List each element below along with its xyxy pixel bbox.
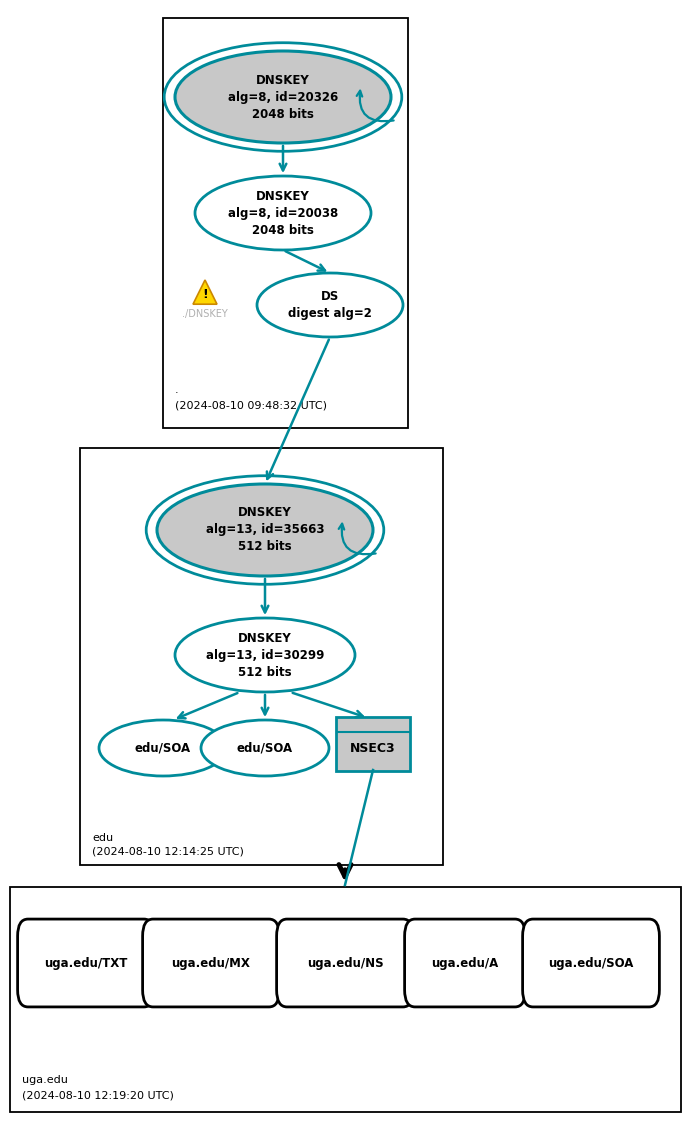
Text: uga.edu/MX: uga.edu/MX: [172, 957, 250, 969]
Text: DNSKEY
alg=8, id=20038
2048 bits: DNSKEY alg=8, id=20038 2048 bits: [228, 190, 338, 237]
FancyBboxPatch shape: [336, 717, 410, 772]
Text: .: .: [175, 385, 179, 395]
Text: (2024-08-10 12:14:25 UTC): (2024-08-10 12:14:25 UTC): [92, 847, 244, 857]
Text: DNSKEY
alg=8, id=20326
2048 bits: DNSKEY alg=8, id=20326 2048 bits: [228, 73, 338, 121]
Ellipse shape: [157, 484, 373, 576]
Polygon shape: [193, 280, 217, 305]
Text: uga.edu/SOA: uga.edu/SOA: [548, 957, 633, 969]
Ellipse shape: [201, 720, 329, 776]
Text: uga.edu: uga.edu: [22, 1075, 68, 1085]
Text: DNSKEY
alg=13, id=30299
512 bits: DNSKEY alg=13, id=30299 512 bits: [206, 632, 324, 679]
FancyBboxPatch shape: [163, 18, 408, 428]
Text: edu/SOA: edu/SOA: [135, 741, 191, 755]
FancyBboxPatch shape: [17, 919, 155, 1007]
Text: DS
digest alg=2: DS digest alg=2: [288, 290, 372, 320]
Text: ./DNSKEY: ./DNSKEY: [182, 309, 228, 318]
FancyBboxPatch shape: [405, 919, 525, 1007]
FancyBboxPatch shape: [523, 919, 660, 1007]
Text: edu/SOA: edu/SOA: [237, 741, 293, 755]
Text: (2024-08-10 09:48:32 UTC): (2024-08-10 09:48:32 UTC): [175, 400, 327, 411]
Ellipse shape: [175, 51, 391, 143]
Text: uga.edu/A: uga.edu/A: [431, 957, 499, 969]
Text: !: !: [202, 288, 208, 301]
FancyBboxPatch shape: [143, 919, 279, 1007]
Text: edu: edu: [92, 832, 113, 843]
FancyBboxPatch shape: [10, 887, 681, 1112]
Ellipse shape: [99, 720, 227, 776]
Text: DNSKEY
alg=13, id=35663
512 bits: DNSKEY alg=13, id=35663 512 bits: [206, 506, 324, 554]
Text: uga.edu/TXT: uga.edu/TXT: [44, 957, 128, 969]
Ellipse shape: [257, 273, 403, 337]
FancyBboxPatch shape: [80, 448, 443, 865]
Ellipse shape: [195, 176, 371, 250]
Text: uga.edu/NS: uga.edu/NS: [307, 957, 383, 969]
Text: (2024-08-10 12:19:20 UTC): (2024-08-10 12:19:20 UTC): [22, 1090, 174, 1100]
Text: NSEC3: NSEC3: [350, 741, 396, 755]
FancyBboxPatch shape: [277, 919, 414, 1007]
Ellipse shape: [175, 618, 355, 691]
